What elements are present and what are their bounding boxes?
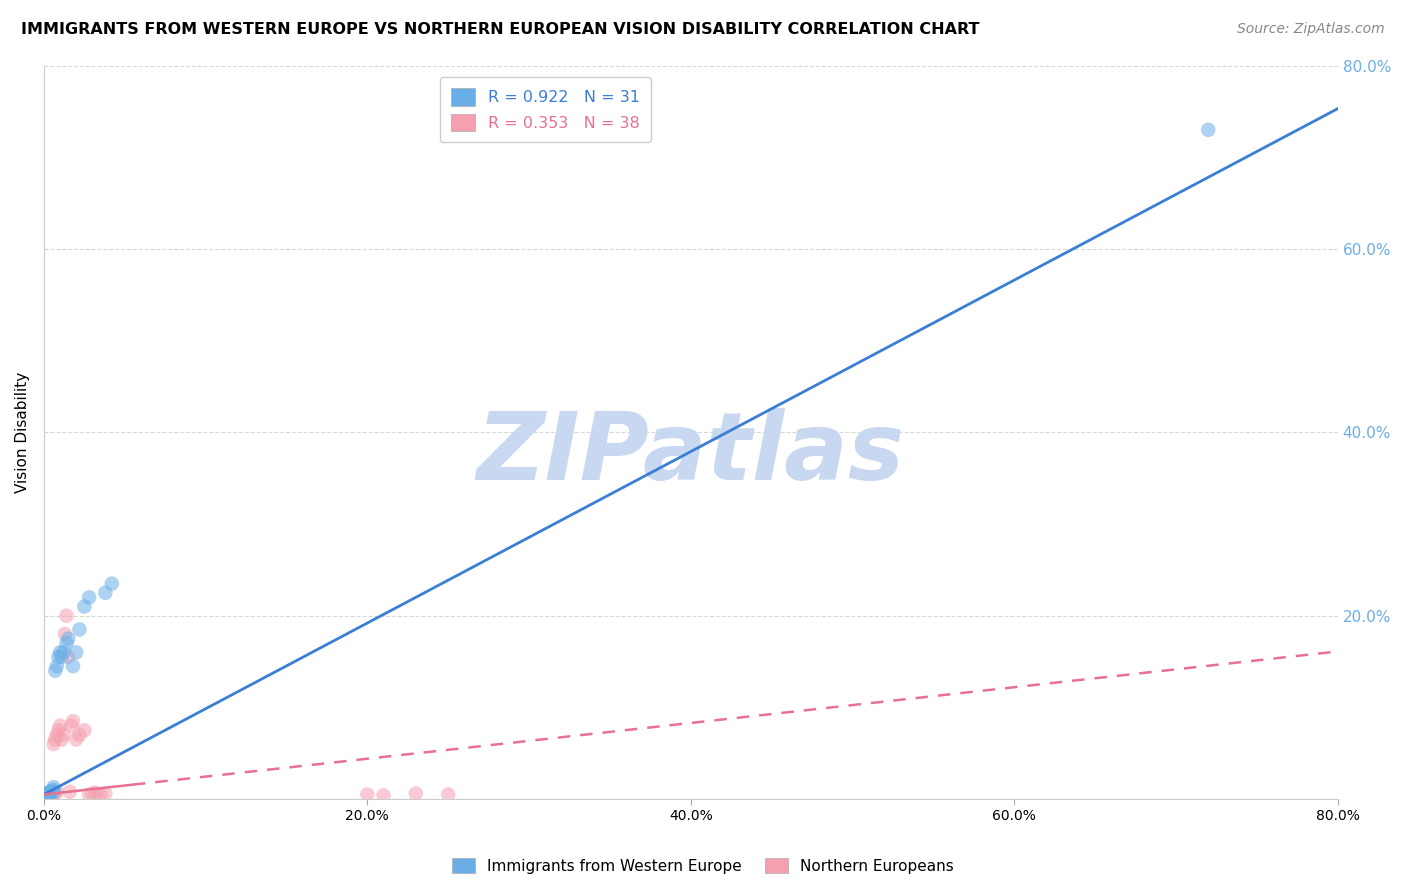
Point — [437, 788, 460, 802]
Point — [1197, 122, 1219, 136]
Point — [84, 786, 107, 800]
Point — [42, 783, 65, 797]
Point — [34, 788, 56, 802]
Point — [94, 586, 117, 600]
Point — [45, 728, 67, 742]
Point — [49, 719, 72, 733]
Point — [373, 789, 395, 803]
Point — [60, 719, 83, 733]
Point — [65, 645, 87, 659]
Point — [34, 789, 56, 804]
Point — [77, 591, 100, 605]
Point — [37, 788, 59, 802]
Point — [49, 645, 72, 659]
Point — [55, 636, 77, 650]
Point — [37, 787, 59, 801]
Point — [34, 789, 56, 803]
Point — [62, 714, 84, 728]
Point — [48, 649, 70, 664]
Point — [44, 786, 66, 800]
Point — [37, 787, 59, 801]
Point — [77, 788, 100, 802]
Point — [41, 788, 63, 802]
Point — [38, 788, 60, 802]
Text: Source: ZipAtlas.com: Source: ZipAtlas.com — [1237, 22, 1385, 37]
Point — [42, 787, 65, 801]
Point — [56, 649, 79, 664]
Point — [65, 732, 87, 747]
Point — [44, 732, 66, 747]
Point — [41, 786, 63, 800]
Point — [45, 785, 67, 799]
Point — [405, 787, 427, 801]
Point — [38, 786, 60, 800]
Point — [39, 789, 62, 803]
Point — [51, 732, 73, 747]
Point — [52, 645, 75, 659]
Point — [37, 789, 59, 803]
Point — [34, 789, 56, 804]
Point — [69, 728, 91, 742]
Text: IMMIGRANTS FROM WESTERN EUROPE VS NORTHERN EUROPEAN VISION DISABILITY CORRELATIO: IMMIGRANTS FROM WESTERN EUROPE VS NORTHE… — [21, 22, 980, 37]
Point — [101, 576, 124, 591]
Point — [48, 723, 70, 738]
Point — [42, 780, 65, 794]
Point — [73, 723, 96, 738]
Point — [39, 785, 62, 799]
Point — [44, 664, 66, 678]
Point — [39, 787, 62, 801]
Point — [45, 659, 67, 673]
Point — [56, 632, 79, 646]
Point — [89, 788, 111, 802]
Point — [34, 788, 56, 802]
Point — [94, 787, 117, 801]
Point — [51, 649, 73, 664]
Text: ZIPatlas: ZIPatlas — [477, 409, 905, 500]
Point — [41, 784, 63, 798]
Point — [59, 785, 82, 799]
Point — [38, 787, 60, 801]
Point — [52, 728, 75, 742]
Point — [69, 623, 91, 637]
Point — [42, 737, 65, 751]
Y-axis label: Vision Disability: Vision Disability — [15, 372, 30, 493]
Point — [82, 787, 104, 801]
Point — [62, 659, 84, 673]
Point — [55, 608, 77, 623]
Legend: R = 0.922   N = 31, R = 0.353   N = 38: R = 0.922 N = 31, R = 0.353 N = 38 — [440, 78, 651, 143]
Point — [39, 787, 62, 801]
Point — [356, 788, 378, 802]
Point — [37, 789, 59, 803]
Point — [41, 785, 63, 799]
Point — [73, 599, 96, 614]
Legend: Immigrants from Western Europe, Northern Europeans: Immigrants from Western Europe, Northern… — [446, 852, 960, 880]
Point — [38, 788, 60, 802]
Point — [38, 786, 60, 800]
Point — [53, 627, 76, 641]
